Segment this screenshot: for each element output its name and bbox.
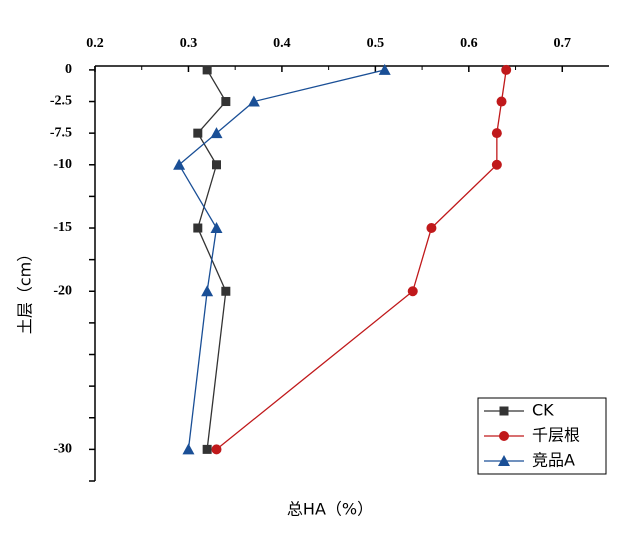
data-point bbox=[211, 444, 222, 455]
data-point bbox=[221, 97, 231, 107]
data-point bbox=[247, 95, 260, 107]
legend-marker bbox=[499, 406, 509, 416]
data-point bbox=[496, 96, 507, 107]
data-point bbox=[193, 223, 203, 233]
x-tick-label: 0.3 bbox=[180, 36, 198, 51]
data-point bbox=[193, 128, 203, 138]
data-point bbox=[211, 160, 221, 170]
data-point bbox=[221, 286, 231, 296]
y-tick-label: -7.5 bbox=[50, 125, 72, 140]
series-line bbox=[216, 69, 507, 450]
x-tick-label: 0.7 bbox=[554, 36, 572, 51]
y-tick-label: 0 bbox=[65, 62, 72, 77]
x-tick-label: 0.5 bbox=[367, 36, 385, 51]
data-point bbox=[210, 127, 223, 139]
data-point bbox=[491, 159, 502, 170]
legend-marker bbox=[499, 431, 509, 441]
x-tick-label: 0.2 bbox=[86, 36, 104, 51]
data-point bbox=[210, 222, 223, 234]
y-tick-label: -30 bbox=[53, 442, 72, 457]
legend-label: CK bbox=[532, 401, 554, 420]
data-point bbox=[182, 443, 195, 455]
data-point bbox=[173, 158, 186, 170]
y-tick-label: -15 bbox=[53, 220, 72, 235]
data-point bbox=[201, 285, 214, 297]
data-point bbox=[491, 128, 502, 139]
x-tick-label: 0.4 bbox=[273, 36, 291, 51]
series-line bbox=[178, 69, 385, 450]
y-tick-label: -20 bbox=[53, 283, 72, 298]
data-point bbox=[407, 286, 418, 297]
data-point bbox=[501, 64, 512, 75]
y-tick-label: -2.5 bbox=[50, 94, 72, 109]
x-axis-label: 总HA（%） bbox=[287, 500, 373, 519]
legend-label: 竞品A bbox=[532, 451, 575, 470]
y-tick-label: -10 bbox=[53, 157, 72, 172]
data-point bbox=[202, 444, 212, 454]
legend-marker bbox=[498, 455, 510, 466]
y-axis-label: 土层（cm） bbox=[16, 246, 35, 334]
data-point bbox=[378, 63, 391, 75]
legend-label: 千层根 bbox=[532, 426, 580, 445]
x-tick-label: 0.6 bbox=[460, 36, 478, 51]
data-point bbox=[202, 65, 212, 75]
data-point bbox=[426, 223, 437, 234]
